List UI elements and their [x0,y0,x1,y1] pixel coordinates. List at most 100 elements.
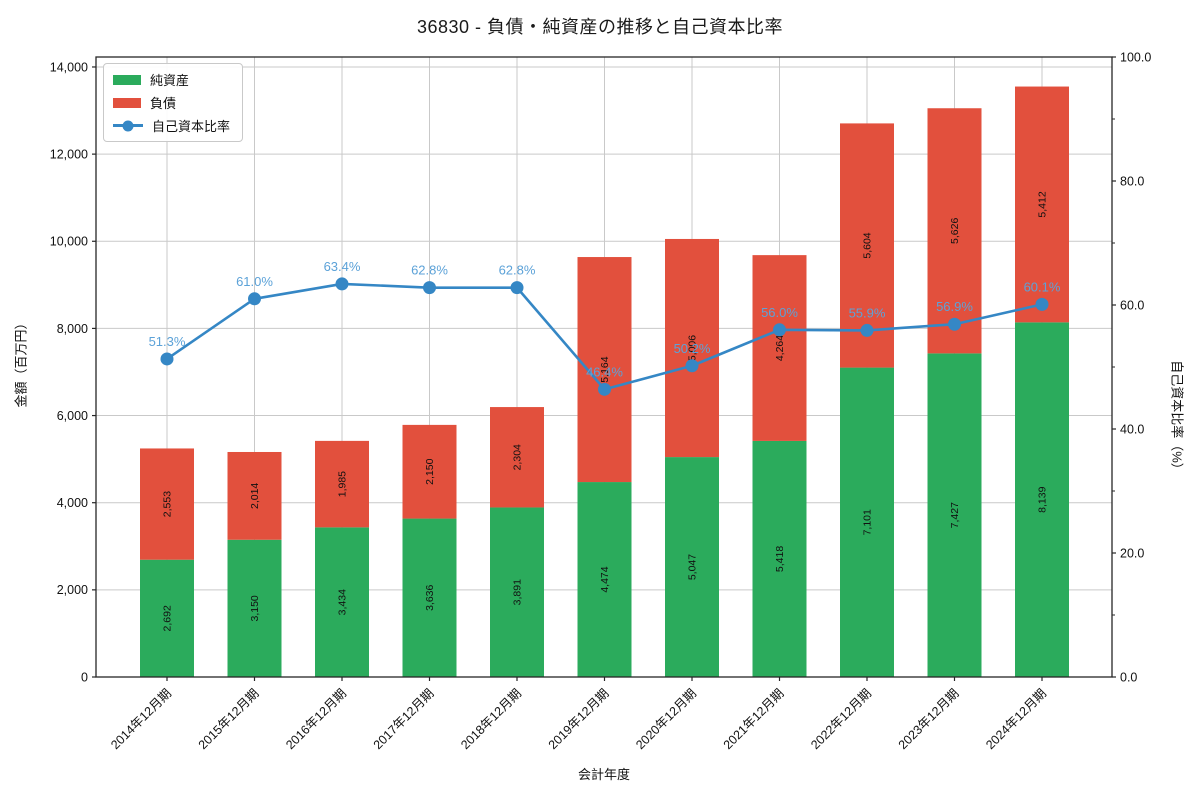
left-axis-title: 金額（百万円） [13,316,29,408]
equity-ratio-point-label: 46.4% [586,364,623,379]
equity-ratio-point-label: 55.9% [849,305,886,320]
x-axis-tick-label: 2019年12月期 [546,686,612,752]
x-axis-tick-label: 2021年12月期 [721,686,787,752]
equity-ratio-point [510,281,524,295]
equity-ratio-point [1035,297,1049,311]
bar-segment-net-assets [402,518,457,677]
left-axis-tick-label: 8,000 [57,322,88,336]
right-axis-tick-label: 0.0 [1120,670,1137,684]
bar-value-label: 5,047 [687,554,699,580]
x-axis-tick-label: 2014年12月期 [108,686,174,752]
equity-ratio-point [598,382,611,396]
x-axis-title: 会計年度 [577,767,631,782]
bar-value-label: 2,304 [512,444,524,470]
equity-ratio-point [335,277,349,291]
bar-segment-net-assets [927,353,982,677]
left-axis-tick-label: 6,000 [57,409,88,423]
x-axis-tick-label: 2018年12月期 [458,686,524,752]
x-axis-tick-label: 2016年12月期 [283,686,349,752]
bar-value-label: 7,427 [949,502,961,528]
left-axis-tick-label: 14,000 [50,60,88,74]
right-axis-tick-label: 80.0 [1120,174,1144,188]
right-axis-tick-label: 60.0 [1120,298,1144,312]
equity-ratio-point [160,352,174,366]
bar-value-label: 2,553 [162,491,174,517]
bar-value-label: 5,164 [599,356,611,382]
bar-value-label: 3,150 [249,595,261,621]
bar-segment-net-assets [490,507,544,677]
bar-value-label: 5,412 [1037,191,1049,217]
left-axis-tick-label: 4,000 [57,496,88,510]
legend-label: 純資産 [150,73,190,88]
bar-value-label: 2,692 [162,605,174,631]
equity-ratio-point [685,359,699,373]
equity-ratio-point-label: 50.2% [674,341,711,356]
bar-value-label: 8,139 [1037,486,1049,512]
bar-segment-liabilities [927,108,982,354]
x-axis-tick-label: 2015年12月期 [196,686,262,752]
bar-segment-liabilities [140,448,194,560]
left-axis-tick-label: 2,000 [57,583,88,597]
bar-segment-net-assets [315,527,369,677]
bar-segment-liabilities [665,238,719,458]
bar-segment-net-assets [1015,322,1069,677]
equity-ratio-point-label: 62.8% [499,263,536,278]
equity-ratio-point [860,323,874,337]
chart-title: 36830 - 負債・純資産の推移と自己資本比率 [416,17,784,37]
right-axis-title: 自己資本比率（%） [1169,360,1185,476]
left-axis-tick-label: 10,000 [50,235,88,249]
bar-segment-liabilities [402,424,457,519]
legend-item-net-assets: 純資産 [113,71,230,88]
bar-value-label: 4,474 [599,566,611,592]
x-axis-tick-label: 2020年12月期 [633,686,699,752]
net-assets-swatch-icon [113,74,141,85]
right-axis-tick-label: 40.0 [1120,422,1144,436]
x-axis-tick-label: 2024年12月期 [983,686,1049,752]
bar-value-label: 3,636 [424,584,436,610]
equity-ratio-point [773,323,786,337]
legend-item-equity-ratio: 自己資本比率 [113,117,230,134]
bar-segment-net-assets [665,457,719,677]
bar-value-label: 2,150 [424,458,436,484]
equity-ratio-point [948,317,961,331]
equity-ratio-point-label: 56.0% [761,305,798,320]
liabilities-swatch-icon [113,97,141,108]
bar-value-label: 1,985 [337,471,349,497]
bar-segment-liabilities [227,451,282,540]
equity-ratio-point-label: 51.3% [149,334,186,349]
bar-value-label: 7,101 [862,509,874,535]
bar-segment-net-assets [140,559,194,677]
x-axis-tick-label: 2022年12月期 [808,686,874,752]
bar-value-label: 5,604 [862,232,874,258]
legend-label: 自己資本比率 [152,119,231,134]
left-axis-tick-label: 12,000 [50,147,88,161]
chart-legend: 純資産 負債 自己資本比率 [103,63,244,142]
legend-label: 負債 [150,96,177,111]
bar-segment-liabilities [490,407,544,508]
bar-value-label: 3,891 [512,579,524,605]
equity-ratio-point [248,292,261,306]
bar-segment-net-assets [577,482,632,677]
equity-ratio-point-label: 63.4% [324,259,361,274]
bar-value-label: 5,418 [774,546,786,572]
equity-ratio-line-swatch-icon [113,120,143,131]
right-axis-tick-label: 20.0 [1120,546,1144,560]
bar-segment-net-assets [227,539,282,677]
bar-segment-liabilities [752,255,807,441]
equity-ratio-point-label: 61.0% [236,274,273,289]
bar-segment-net-assets [840,367,894,677]
bar-segment-liabilities [315,440,369,528]
equity-ratio-point-label: 62.8% [411,263,448,278]
equity-ratio-point-label: 60.1% [1024,279,1061,294]
bar-value-label: 5,006 [687,335,699,361]
x-axis-tick-label: 2017年12月期 [371,686,437,752]
bar-value-label: 5,626 [949,218,961,244]
bar-segment-liabilities [1015,86,1069,323]
x-axis-tick-label: 2023年12月期 [896,686,962,752]
left-axis-tick-label: 0 [81,670,88,684]
right-axis-tick-label: 100.0 [1120,50,1151,64]
legend-item-liabilities: 負債 [113,94,230,111]
equity-ratio-point-label: 56.9% [936,299,973,314]
